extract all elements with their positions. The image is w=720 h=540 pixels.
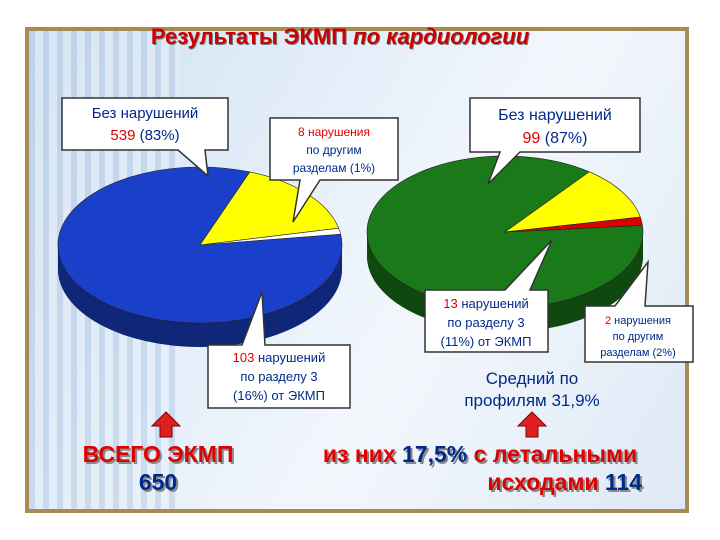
slide-title: Результаты ЭКМП по кардиологии: [90, 24, 590, 50]
callout4-rest: нарушений: [254, 350, 325, 365]
pie-slice-0: [57, 166, 343, 324]
lethal-text-a: из них: [322, 441, 403, 467]
svg-text:Без нарушений: Без нарушений: [92, 105, 199, 122]
callout6-line2: по другим: [613, 331, 664, 343]
total-value: 650: [138, 469, 178, 495]
svg-text:103 нарушений: 103 нарушений: [233, 350, 326, 365]
pie-slice-2: [504, 216, 643, 233]
total-label: ВСЕГО ЭКМП: [82, 441, 234, 467]
callout3-line1: Без нарушений: [498, 107, 612, 124]
up-arrow-icon-right: [516, 411, 548, 438]
pie-slice-1: [503, 171, 641, 233]
lethal-percent: 17,5%: [402, 441, 468, 467]
callout1-rest: (83%): [135, 127, 179, 144]
callout3-rest: (87%): [540, 130, 587, 147]
average-line1: Средний по: [486, 369, 579, 388]
callout6-line3: разделам (2%): [600, 347, 675, 359]
callout-other-sections-left: 8 нарушения по другим разделам (1%): [269, 117, 399, 223]
svg-text:99 (87%): 99 (87%): [523, 130, 588, 147]
pie-slice-2: [199, 227, 341, 246]
lethal-value: 114: [604, 469, 642, 495]
callout-section3-right: 13 нарушений по разделу 3 (11%) от ЭКМП: [424, 239, 553, 353]
callout4-line2: по разделу 3: [240, 369, 317, 384]
callout4-number: 103: [233, 350, 255, 365]
lethal-text-c: исходами: [487, 469, 605, 495]
lethal-text-b: с летальными: [467, 441, 638, 467]
callout5-line3: (11%) от ЭКМП: [441, 334, 532, 349]
callout-no-violations-right: Без нарушений 99 (87%): [469, 97, 641, 185]
svg-text:13 нарушений: 13 нарушений: [443, 296, 528, 311]
average-line2: профилям 31,9%: [464, 391, 599, 410]
lethal-outcomes-block: из них 17,5% с летальными исходами 114: [280, 440, 680, 496]
svg-text:539 (83%): 539 (83%): [110, 127, 179, 144]
title-part2: по кардиологии: [353, 24, 530, 49]
total-ekmp-block: ВСЕГО ЭКМП 650: [58, 440, 258, 496]
callout4-line3: (16%) от ЭКМП: [233, 388, 325, 403]
callout3-number: 99: [523, 130, 541, 147]
callout1-line1: Без нарушений: [92, 105, 199, 122]
pie-chart-left: [57, 166, 343, 347]
callout2-line2: по другим: [306, 143, 361, 157]
up-arrow-icon-left: [150, 411, 182, 438]
callout-section3-left: 103 нарушений по разделу 3 (16%) от ЭКМП: [207, 291, 351, 409]
title-part1: Результаты ЭКМП: [150, 24, 354, 49]
callout1-number: 539: [110, 127, 135, 144]
svg-text:2 нарушения: 2 нарушения: [605, 315, 671, 327]
callout6-rest: нарушения: [611, 315, 671, 327]
pie-slice-0: [366, 155, 644, 309]
callout2-line1: 8 нарушения: [298, 125, 370, 139]
callout5-rest: нарушений: [458, 296, 529, 311]
callout-no-violations-left: Без нарушений 539 (83%): [61, 97, 229, 178]
callout5-line2: по разделу 3: [447, 315, 524, 330]
callout6-number: 2: [605, 315, 611, 327]
svg-text:8 нарушения: 8 нарушения: [298, 125, 370, 139]
pie-slice-side-0: [58, 245, 342, 347]
callout-other-sections-right: 2 нарушения по другим разделам (2%): [584, 259, 694, 363]
callout2-line3: разделам (1%): [293, 161, 375, 175]
callout5-number: 13: [443, 296, 457, 311]
